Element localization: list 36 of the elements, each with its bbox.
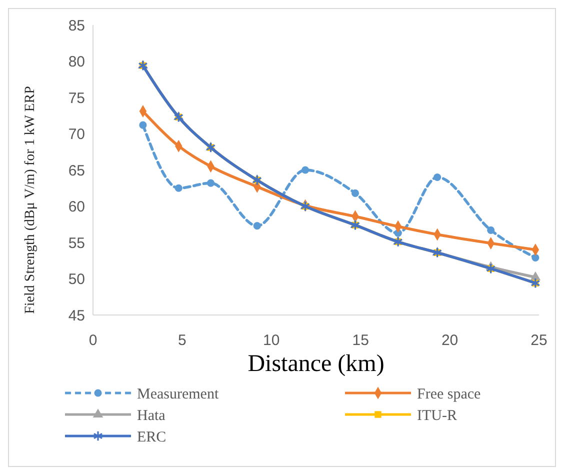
point xyxy=(174,112,184,123)
legend-label: Measurement xyxy=(137,386,220,402)
x-tick-label: 25 xyxy=(530,332,548,349)
point xyxy=(302,166,310,174)
y-tick-label: 60 xyxy=(68,198,85,216)
point xyxy=(206,179,215,187)
point xyxy=(138,60,148,72)
point xyxy=(532,254,540,262)
y-tick-label: 75 xyxy=(68,90,85,107)
y-axis-title: Field Strength (dBμ V/m) for 1 kW ERP xyxy=(23,86,38,314)
point xyxy=(253,222,261,230)
y-tick-label: 55 xyxy=(68,234,85,252)
point xyxy=(486,263,496,274)
y-tick-label: 65 xyxy=(68,162,85,180)
x-tick-label: 5 xyxy=(178,332,186,349)
point xyxy=(139,121,147,129)
y-tick-label: 80 xyxy=(68,54,85,70)
legend-label: ERC xyxy=(137,429,166,446)
x-tick-label: 20 xyxy=(441,332,458,349)
point xyxy=(350,220,360,231)
legend-label: Free space xyxy=(417,386,482,402)
y-tick-label: 85 xyxy=(68,17,85,34)
x-tick-label: 10 xyxy=(263,332,280,349)
x-axis-title: Distance (km) xyxy=(248,351,384,377)
point xyxy=(351,189,360,197)
y-tick-label: 50 xyxy=(68,271,85,288)
legend-label: ITU-R xyxy=(417,408,457,424)
point xyxy=(434,173,442,182)
x-tick-label: 15 xyxy=(352,332,369,349)
x-tick-label: 0 xyxy=(88,332,98,349)
point xyxy=(174,184,182,192)
point xyxy=(530,278,540,289)
legend-label: Hata xyxy=(137,408,166,424)
y-tick-label: 70 xyxy=(68,126,85,143)
point xyxy=(487,226,495,234)
y-tick-label: 45 xyxy=(68,307,85,324)
